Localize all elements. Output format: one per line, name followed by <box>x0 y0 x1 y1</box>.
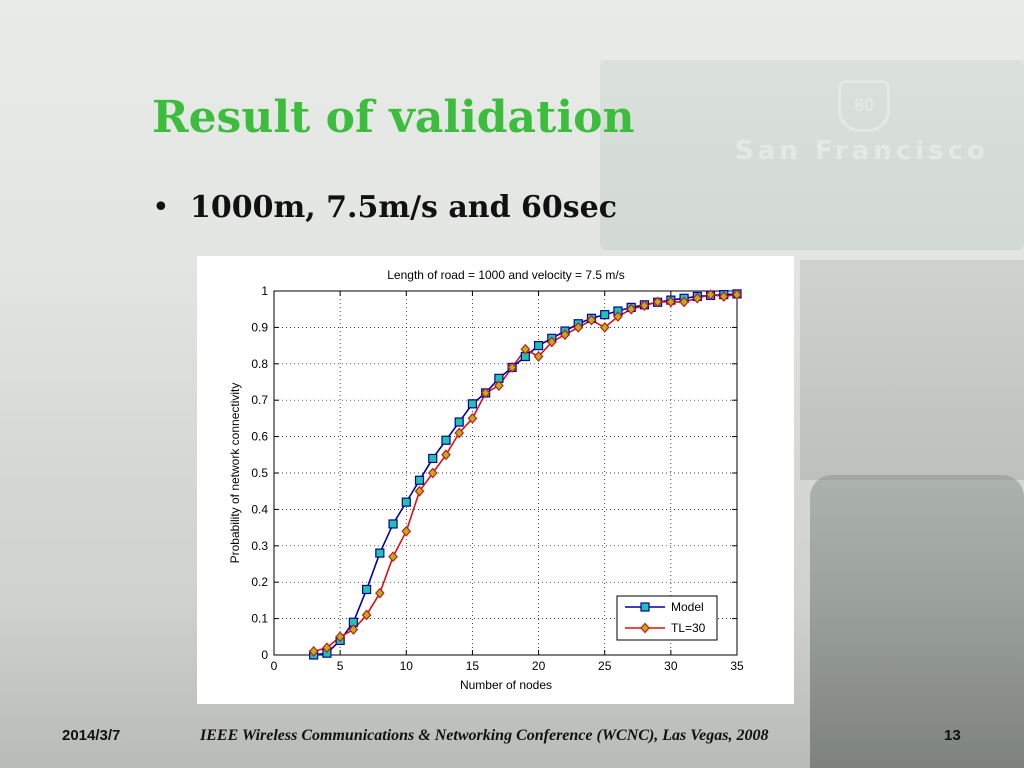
model-point <box>362 584 372 595</box>
background-highway-sign <box>600 60 1024 250</box>
connectivity-chart: Length of road = 1000 and velocity = 7.5… <box>228 268 744 692</box>
model-point <box>467 399 478 409</box>
x-tick-label: 25 <box>598 659 612 673</box>
tl30-point <box>375 587 385 599</box>
x-tick-label: 30 <box>664 659 678 673</box>
legend-marker-square <box>640 602 650 612</box>
y-tick-label: 0.8 <box>251 357 268 371</box>
bullet-item: • 1000m, 7.5m/s and 60sec <box>152 190 617 225</box>
y-axis-label: Probability of network connectivity <box>228 383 242 564</box>
model-point <box>428 453 438 464</box>
tl30-point <box>573 321 584 333</box>
tl30-point <box>507 362 517 373</box>
bullet-text: 1000m, 7.5m/s and 60sec <box>190 190 618 225</box>
tl30-point <box>308 645 319 657</box>
tl30-point <box>441 449 451 461</box>
plot-area <box>274 291 737 655</box>
tl30-point <box>613 311 623 322</box>
axis-ticks: 0 5 10 15 20 25 30 35 0 0.1 0.2 0.3 0.4 0.5 0.6 0.7 0.8 0… <box>251 284 744 673</box>
y-tick-label: 0.6 <box>251 430 268 444</box>
model-point <box>454 417 464 427</box>
background-car <box>810 475 1024 768</box>
chart-legend: Model TL=30 <box>616 595 718 641</box>
x-tick-label: 0 <box>271 659 278 673</box>
y-tick-label: 0.4 <box>251 502 268 516</box>
background-sign-text: San Francisco <box>735 136 989 166</box>
chart-title: Length of road = 1000 and velocity = 7.5… <box>387 268 625 282</box>
model-point <box>441 435 451 445</box>
y-tick-label: 0.9 <box>251 320 268 334</box>
y-tick-label: 1 <box>261 284 268 298</box>
tl30-point <box>639 300 650 311</box>
tl30-point <box>454 427 465 439</box>
tl30-point <box>732 289 742 301</box>
y-tick-label: 0.2 <box>251 575 268 589</box>
background-building <box>800 260 1024 480</box>
tl30-point <box>427 467 438 479</box>
background-interstate-shield: 80 <box>838 80 890 132</box>
tl30-point <box>348 624 359 635</box>
tl30-point <box>586 314 597 326</box>
model-point <box>533 340 544 351</box>
chart-panel: Length of road = 1000 and velocity = 7.5… <box>197 256 794 704</box>
tl30-point <box>520 343 531 355</box>
tl30-point <box>467 412 478 424</box>
x-tick-label: 5 <box>337 659 344 673</box>
tl30-point <box>335 631 345 643</box>
tl30-point <box>626 303 636 315</box>
legend-box <box>616 595 718 641</box>
legend-label: Model <box>671 600 704 614</box>
tl30-point <box>718 291 729 302</box>
tl30-point <box>679 296 689 308</box>
data-series <box>308 289 742 660</box>
model-point <box>414 475 425 485</box>
y-tick-label: 0.7 <box>251 393 268 407</box>
tl30-point <box>652 296 663 308</box>
tl30-point <box>414 485 425 497</box>
tl30-point <box>705 289 716 301</box>
x-tick-label: 20 <box>532 659 546 673</box>
page-number: 13 <box>944 727 961 744</box>
y-tick-label: 0.1 <box>251 612 268 626</box>
y-tick-label: 0.5 <box>251 466 268 480</box>
x-tick-label: 10 <box>400 659 414 673</box>
legend-marker-diamond <box>640 622 650 634</box>
bullet-icon: • <box>152 190 170 225</box>
model-point <box>375 548 385 558</box>
y-tick-label: 0 <box>261 648 268 662</box>
model-point <box>600 310 610 320</box>
x-axis-label: Number of nodes <box>460 678 552 692</box>
tl30-point <box>546 336 557 348</box>
tl30-point <box>322 642 332 654</box>
tl30-point <box>560 329 570 341</box>
footer-date: 2014/3/7 <box>62 727 121 744</box>
model-point <box>401 497 411 507</box>
y-tick-label: 0.3 <box>251 539 268 553</box>
legend-label: TL=30 <box>671 621 706 635</box>
tl30-point <box>388 551 398 563</box>
model-point <box>388 519 398 529</box>
tl30-point <box>401 525 412 537</box>
footer-conference: IEEE Wireless Communications & Networkin… <box>200 727 769 744</box>
tl30-point <box>480 387 491 399</box>
x-tick-label: 15 <box>466 659 480 673</box>
tl30-point <box>666 296 676 308</box>
slide-title: Result of validation <box>152 92 635 143</box>
tl30-point <box>361 609 372 621</box>
tl30-point <box>494 380 504 392</box>
tl30-point <box>599 321 610 333</box>
tl30-point <box>692 292 703 304</box>
tl30-point <box>533 351 544 362</box>
x-tick-label: 35 <box>730 659 744 673</box>
